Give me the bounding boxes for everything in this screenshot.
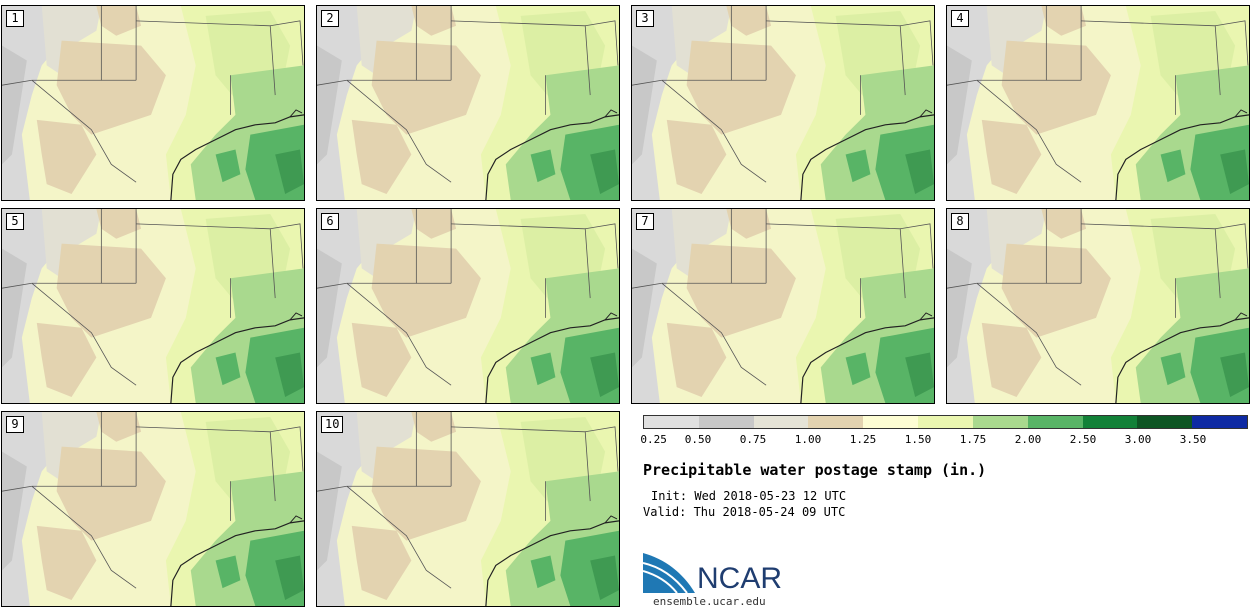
colorbar-tick-label: 2.50	[1069, 433, 1097, 446]
map-panel: 10	[316, 411, 620, 607]
map-image	[632, 6, 934, 200]
colorbar-tick-label: 2.00	[1014, 433, 1042, 446]
colorbar-segment	[863, 416, 919, 428]
colorbar-tick-label: 0.50	[684, 433, 712, 446]
colorbar-tick-label: 1.75	[959, 433, 987, 446]
colorbar-tick-label: 3.00	[1124, 433, 1152, 446]
panel-label: 4	[951, 10, 969, 27]
map-panel: 4	[946, 5, 1250, 201]
panel-label: 3	[636, 10, 654, 27]
colorbar-segment	[644, 416, 699, 428]
map-image	[317, 412, 619, 606]
colorbar-segment	[1082, 416, 1138, 428]
colorbar-tick-label: 1.00	[794, 433, 822, 446]
map-panel: 5	[1, 208, 305, 404]
panel-label: 9	[6, 416, 24, 433]
map-image	[317, 6, 619, 200]
map-panel: 7	[631, 208, 935, 404]
colorbar-tick-label: 1.50	[904, 433, 932, 446]
chart-title: Precipitable water postage stamp (in.)	[643, 461, 987, 479]
map-panel: 9	[1, 411, 305, 607]
panel-label: 5	[6, 213, 24, 230]
map-image	[2, 209, 304, 403]
map-image	[632, 209, 934, 403]
map-panel: 3	[631, 5, 935, 201]
map-image	[947, 209, 1249, 403]
panel-label: 7	[636, 213, 654, 230]
site-url: ensemble.ucar.edu	[653, 595, 766, 608]
colorbar	[643, 415, 1248, 429]
colorbar-segment	[808, 416, 864, 428]
colorbar-tick-label: 0.25	[640, 433, 667, 446]
panel-label: 8	[951, 213, 969, 230]
colorbar-tick-label: 0.75	[739, 433, 767, 446]
colorbar-segment	[918, 416, 973, 428]
colorbar-tick-label: 3.50	[1179, 433, 1207, 446]
colorbar-segment	[753, 416, 809, 428]
panel-label: 10	[321, 416, 344, 433]
map-panel: 2	[316, 5, 620, 201]
panel-label: 6	[321, 213, 339, 230]
colorbar-tick-label: 1.25	[849, 433, 877, 446]
map-image	[947, 6, 1249, 200]
map-image	[317, 209, 619, 403]
panel-label: 1	[6, 10, 24, 27]
colorbar-segment	[1027, 416, 1083, 428]
panel-label: 2	[321, 10, 339, 27]
colorbar-segment	[1137, 416, 1193, 428]
colorbar-segment	[972, 416, 1028, 428]
map-image	[2, 412, 304, 606]
colorbar-segment	[1192, 416, 1247, 428]
map-image	[2, 6, 304, 200]
map-panel: 1	[1, 5, 305, 201]
ncar-logo-icon	[643, 553, 695, 593]
map-panel: 6	[316, 208, 620, 404]
ncar-logo-text: NCAR	[697, 562, 783, 595]
colorbar-segment	[698, 416, 754, 428]
init-time: Init: Wed 2018-05-23 12 UTC	[651, 489, 847, 503]
map-panel: 8	[946, 208, 1250, 404]
valid-time: Valid: Thu 2018-05-24 09 UTC	[643, 505, 846, 519]
